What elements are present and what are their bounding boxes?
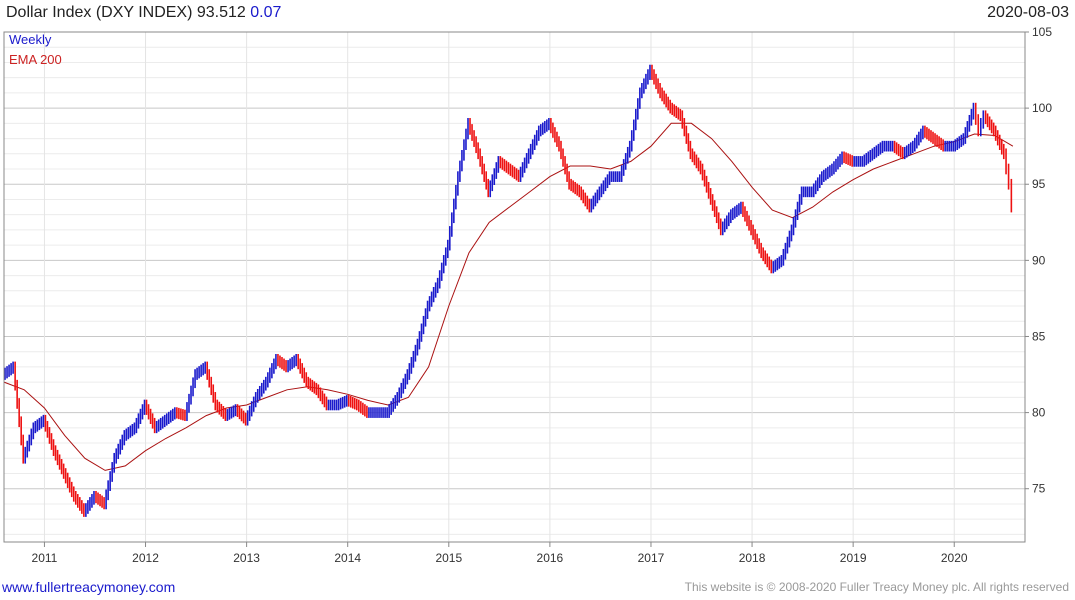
x-tick-label: 2015 bbox=[435, 551, 462, 565]
y-tick-label: 105 bbox=[1032, 25, 1052, 39]
x-axis: 2011 2012 2013 2014 2015 2016 2017 2018 2019 2020 bbox=[32, 542, 968, 565]
x-tick-label: 2020 bbox=[941, 551, 968, 565]
ema-200-polyline bbox=[3, 122, 1014, 471]
website-link[interactable]: www.fullertreacymoney.com bbox=[2, 579, 176, 595]
y-tick-label: 80 bbox=[1032, 406, 1046, 420]
grid-lines bbox=[4, 31, 1025, 542]
y-tick-label: 100 bbox=[1032, 101, 1052, 115]
x-tick-label: 2016 bbox=[537, 551, 564, 565]
x-tick-label: 2014 bbox=[334, 551, 361, 565]
y-tick-label: 95 bbox=[1032, 177, 1046, 191]
y-tick-label: 85 bbox=[1032, 329, 1046, 343]
y-tick-label: 90 bbox=[1032, 253, 1046, 267]
copyright-text: This website is © 2008-2020 Fuller Treac… bbox=[684, 580, 1069, 594]
chart-title: Dollar Index (DXY INDEX) 93.512 0.07 bbox=[6, 4, 281, 22]
x-tick-label: 2011 bbox=[32, 551, 58, 565]
x-tick-label: 2013 bbox=[233, 551, 260, 565]
x-tick-label: 2017 bbox=[638, 551, 665, 565]
legend-weekly: Weekly bbox=[9, 32, 52, 47]
title-text: Dollar Index (DXY INDEX) 93.512 bbox=[6, 4, 246, 21]
chart-date: 2020-08-03 bbox=[987, 4, 1069, 21]
change-value: 0.07 bbox=[250, 4, 282, 21]
plot-frame bbox=[3, 31, 1026, 543]
x-tick-label: 2019 bbox=[840, 551, 867, 565]
x-tick-label: 2018 bbox=[739, 551, 766, 565]
weekly-price-bars bbox=[4, 64, 1013, 517]
x-tick-label: 2012 bbox=[132, 551, 159, 565]
legend-ema: EMA 200 bbox=[9, 52, 62, 67]
y-axis: 75 80 85 90 95 100 105 bbox=[1025, 25, 1052, 496]
y-tick-label: 75 bbox=[1032, 482, 1046, 496]
ema-200-line bbox=[3, 122, 1014, 471]
